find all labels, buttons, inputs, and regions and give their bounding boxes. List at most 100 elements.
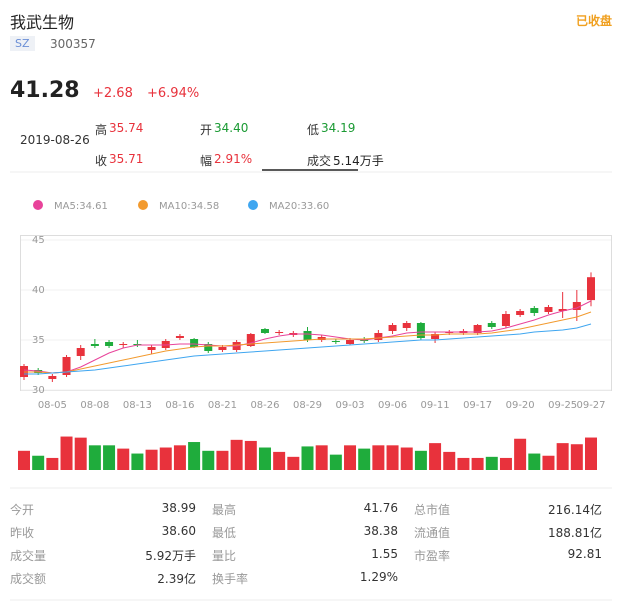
candle-body bbox=[487, 323, 496, 327]
tooltip-date: 2019-08-26 bbox=[20, 133, 90, 147]
ma-line bbox=[23, 300, 592, 374]
tooltip-label: 高 bbox=[95, 123, 108, 137]
volume-bar bbox=[514, 438, 527, 470]
stat-label: 成交量 bbox=[10, 549, 47, 563]
volume-bar bbox=[117, 448, 130, 470]
x-tick-label: 09-03 bbox=[335, 400, 364, 411]
candle-body bbox=[260, 329, 269, 333]
volume-bar bbox=[528, 453, 541, 470]
volume-bar bbox=[287, 456, 300, 470]
change-pct: +6.94% bbox=[147, 86, 200, 101]
x-tick-label: 08-29 bbox=[293, 400, 322, 411]
candle-body bbox=[331, 341, 340, 342]
candle-body bbox=[473, 325, 482, 333]
tooltip-value: 34.40 bbox=[214, 121, 249, 135]
volume-bar bbox=[556, 443, 569, 470]
y-tick-label: 45 bbox=[32, 235, 45, 246]
tooltip-value: 5.14万手 bbox=[333, 154, 384, 168]
tooltip-label: 幅 bbox=[200, 154, 213, 168]
candle-body bbox=[119, 344, 128, 345]
volume-bar bbox=[386, 445, 399, 470]
stat-label: 市盈率 bbox=[414, 549, 451, 563]
stat-label: 今开 bbox=[10, 503, 35, 517]
volume-bar bbox=[329, 454, 342, 470]
candle-body bbox=[246, 334, 255, 346]
stat-value: 38.99 bbox=[161, 501, 196, 515]
candle-body bbox=[374, 333, 383, 340]
volume-bar bbox=[570, 444, 583, 470]
volume-bar bbox=[429, 443, 442, 470]
tooltip-value: 2.91% bbox=[214, 152, 253, 166]
candle-body bbox=[388, 325, 397, 331]
change: +2.68 bbox=[93, 86, 133, 101]
tooltip-label: 收 bbox=[95, 154, 108, 168]
candle-body bbox=[204, 344, 213, 351]
stat-label: 换手率 bbox=[212, 572, 249, 586]
volume-bar bbox=[585, 437, 597, 470]
stat-label: 量比 bbox=[212, 549, 237, 563]
volume-bar bbox=[471, 457, 484, 470]
volume-bar bbox=[216, 450, 229, 470]
volume-bar bbox=[103, 445, 116, 470]
candle-body bbox=[516, 311, 525, 315]
tooltip-value: 35.74 bbox=[109, 121, 144, 135]
candle-body bbox=[501, 314, 510, 326]
market-status: 已收盘 bbox=[575, 14, 612, 28]
volume-bar bbox=[60, 436, 73, 470]
stat-value: 41.76 bbox=[363, 501, 398, 515]
candle-body bbox=[218, 347, 227, 350]
y-tick-label: 30 bbox=[32, 385, 45, 396]
candle-body bbox=[76, 348, 85, 356]
legend-dot bbox=[138, 200, 148, 210]
volume-bar bbox=[414, 450, 427, 470]
x-tick-label: 09-20 bbox=[506, 400, 535, 411]
volume-bar bbox=[400, 447, 413, 470]
candle-body bbox=[275, 332, 284, 333]
stat-value: 38.38 bbox=[363, 524, 398, 538]
price: 41.28 bbox=[10, 78, 80, 103]
candle-body bbox=[530, 308, 539, 313]
candle-body bbox=[147, 347, 156, 350]
stat-value: 216.14亿 bbox=[548, 503, 602, 517]
volume-bar bbox=[32, 455, 45, 470]
stat-label: 成交额 bbox=[10, 572, 47, 586]
y-tick-label: 40 bbox=[32, 285, 45, 296]
candle-body bbox=[62, 357, 71, 375]
stat-label: 最低 bbox=[212, 526, 237, 540]
candle-body bbox=[175, 336, 184, 338]
x-tick-label: 09-17 bbox=[463, 400, 492, 411]
candle-body bbox=[416, 323, 425, 338]
x-tick-label: 09-06 bbox=[378, 400, 407, 411]
volume-bar bbox=[131, 453, 144, 470]
tooltip-label: 开 bbox=[200, 123, 213, 137]
volume-bar bbox=[542, 455, 555, 470]
volume-bar bbox=[499, 457, 512, 470]
legend-label: MA10:34.58 bbox=[159, 201, 219, 212]
legend-label: MA5:34.61 bbox=[54, 201, 108, 212]
x-tick-label: 08-08 bbox=[80, 400, 109, 411]
tooltip-value: 34.19 bbox=[321, 121, 356, 135]
volume-bar bbox=[173, 445, 186, 470]
volume-bar bbox=[358, 448, 371, 470]
volume-bar bbox=[485, 456, 498, 470]
stat-label: 最高 bbox=[212, 503, 237, 517]
volume-bar bbox=[74, 437, 87, 470]
candle-body bbox=[90, 344, 99, 346]
stat-value: 5.92万手 bbox=[145, 549, 196, 563]
candle-body bbox=[105, 342, 114, 346]
x-tick-label: 08-13 bbox=[123, 400, 152, 411]
stat-value: 188.81亿 bbox=[548, 526, 602, 540]
x-tick-label: 09-27 bbox=[576, 400, 605, 411]
x-tick-label: 08-05 bbox=[38, 400, 67, 411]
stat-label: 总市值 bbox=[414, 503, 451, 517]
volume-bar bbox=[273, 451, 286, 470]
legend-dot bbox=[248, 200, 258, 210]
stat-value: 2.39亿 bbox=[157, 572, 196, 586]
candle-body bbox=[431, 334, 440, 339]
volume-bar bbox=[145, 449, 158, 470]
volume-bar bbox=[344, 445, 357, 470]
candle-body bbox=[190, 339, 199, 347]
candle-body bbox=[346, 340, 355, 344]
